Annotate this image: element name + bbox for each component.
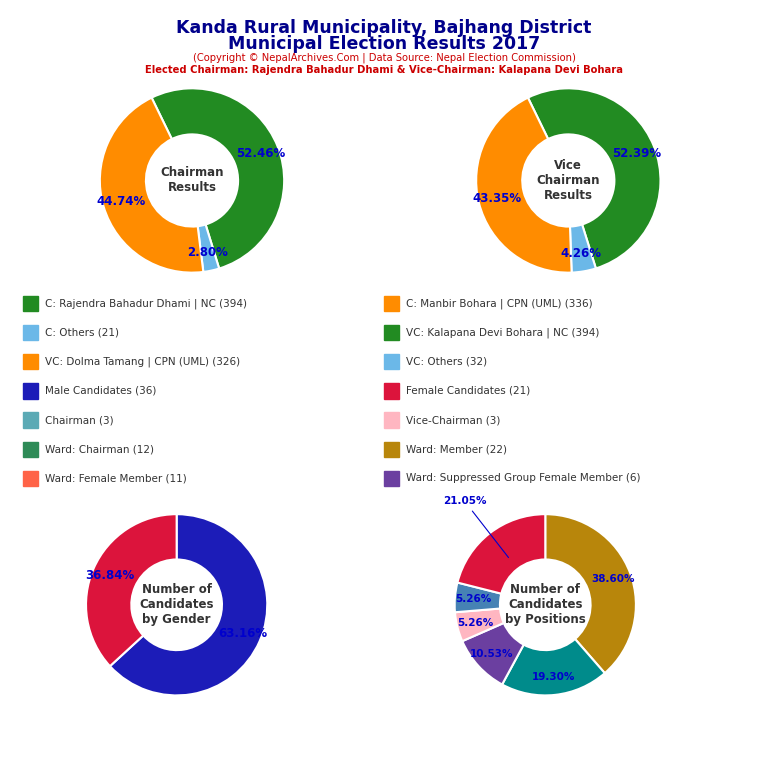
Text: Ward: Suppressed Group Female Member (6): Ward: Suppressed Group Female Member (6) [406,473,640,484]
Text: 5.26%: 5.26% [457,617,493,627]
Wedge shape [110,515,267,695]
Text: (Copyright © NepalArchives.Com | Data Source: Nepal Election Commission): (Copyright © NepalArchives.Com | Data So… [193,52,575,63]
Wedge shape [86,515,177,666]
Wedge shape [476,98,571,273]
Wedge shape [458,515,545,594]
Wedge shape [528,88,660,269]
Text: Vice-Chairman (3): Vice-Chairman (3) [406,415,500,425]
Text: 43.35%: 43.35% [472,192,521,205]
Text: VC: Others (32): VC: Others (32) [406,356,487,367]
Text: Chairman
Results: Chairman Results [161,167,223,194]
Text: 36.84%: 36.84% [85,569,135,582]
Text: 19.30%: 19.30% [531,672,575,682]
Text: 4.26%: 4.26% [561,247,601,260]
Text: Ward: Chairman (12): Ward: Chairman (12) [45,444,154,455]
Text: Municipal Election Results 2017: Municipal Election Results 2017 [228,35,540,52]
Text: Number of
Candidates
by Gender: Number of Candidates by Gender [139,584,214,626]
Text: Male Candidates (36): Male Candidates (36) [45,386,156,396]
Text: Kanda Rural Municipality, Bajhang District: Kanda Rural Municipality, Bajhang Distri… [177,19,591,37]
Text: 52.46%: 52.46% [236,147,285,160]
Text: 44.74%: 44.74% [97,195,146,208]
Wedge shape [100,98,204,273]
Wedge shape [455,608,504,641]
Text: Chairman (3): Chairman (3) [45,415,113,425]
Text: 63.16%: 63.16% [218,627,267,641]
Text: 38.60%: 38.60% [591,574,635,584]
Wedge shape [455,583,502,612]
Text: C: Manbir Bohara | CPN (UML) (336): C: Manbir Bohara | CPN (UML) (336) [406,298,592,309]
Text: Female Candidates (21): Female Candidates (21) [406,386,530,396]
Wedge shape [462,623,524,684]
Text: Ward: Member (22): Ward: Member (22) [406,444,507,455]
Text: Ward: Female Member (11): Ward: Female Member (11) [45,473,187,484]
Text: 21.05%: 21.05% [443,496,508,558]
Text: C: Others (21): C: Others (21) [45,327,118,338]
Wedge shape [545,515,636,674]
Text: VC: Dolma Tamang | CPN (UML) (326): VC: Dolma Tamang | CPN (UML) (326) [45,356,240,367]
Wedge shape [570,224,596,273]
Text: Number of
Candidates
by Positions: Number of Candidates by Positions [505,584,586,626]
Wedge shape [151,88,284,269]
Text: 10.53%: 10.53% [470,649,514,659]
Text: Elected Chairman: Rajendra Bahadur Dhami & Vice-Chairman: Kalapana Devi Bohara: Elected Chairman: Rajendra Bahadur Dhami… [145,65,623,74]
Text: C: Rajendra Bahadur Dhami | NC (394): C: Rajendra Bahadur Dhami | NC (394) [45,298,247,309]
Text: VC: Kalapana Devi Bohara | NC (394): VC: Kalapana Devi Bohara | NC (394) [406,327,599,338]
Text: 2.80%: 2.80% [187,246,228,259]
Text: Vice
Chairman
Results: Vice Chairman Results [537,159,600,202]
Wedge shape [197,224,219,272]
Wedge shape [502,639,604,695]
Text: 52.39%: 52.39% [612,147,661,160]
Text: 5.26%: 5.26% [455,594,492,604]
